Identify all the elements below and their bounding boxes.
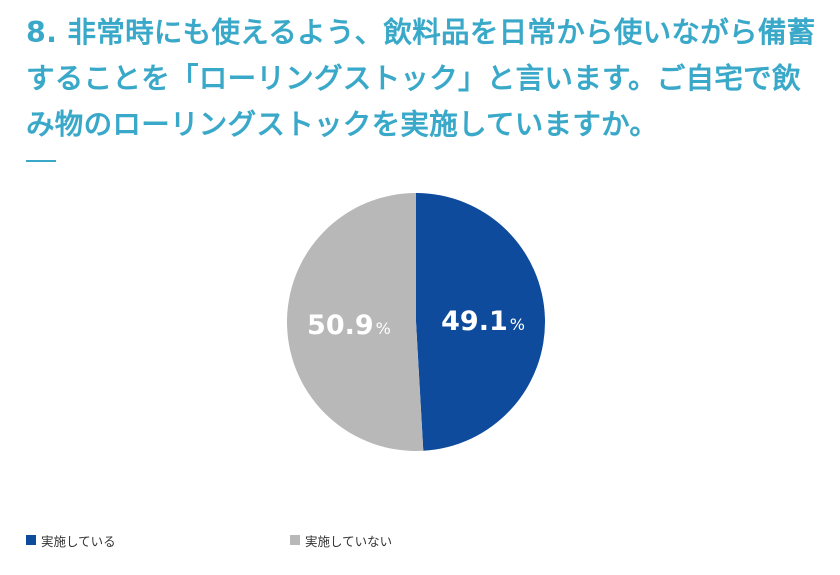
pie-slice-no bbox=[286, 193, 424, 451]
pie-slice-yes bbox=[416, 193, 545, 451]
data-label-unit: % bbox=[376, 319, 391, 338]
legend-label-no: 実施していない bbox=[305, 533, 393, 549]
question-title: 8. 非常時にも使えるよう、飲料品を日常から使いながら備蓄 することを「ローリン… bbox=[26, 10, 826, 148]
legend-item-yes: 実施している bbox=[26, 530, 116, 550]
legend-item-no: 実施していない bbox=[290, 530, 392, 550]
chart-legend: 実施している 実施していない bbox=[0, 530, 840, 550]
question-line-3: み物のローリングストックを実施していますか。 bbox=[26, 108, 659, 141]
title-accent-rule bbox=[26, 160, 56, 162]
question-line-1: 8. 非常時にも使えるよう、飲料品を日常から使いながら備蓄 bbox=[26, 16, 816, 49]
legend-label-yes: 実施している bbox=[41, 533, 116, 549]
data-label-yes: 49.1% bbox=[441, 306, 525, 337]
legend-swatch-no bbox=[290, 535, 300, 545]
data-label-value: 49.1 bbox=[441, 306, 508, 337]
data-label-no: 50.9% bbox=[307, 310, 391, 341]
data-label-value: 50.9 bbox=[307, 310, 374, 341]
legend-swatch-yes bbox=[26, 535, 36, 545]
question-line-2: することを「ローリングストック」と言います。ご自宅で飲 bbox=[26, 62, 801, 95]
data-label-unit: % bbox=[510, 315, 525, 334]
